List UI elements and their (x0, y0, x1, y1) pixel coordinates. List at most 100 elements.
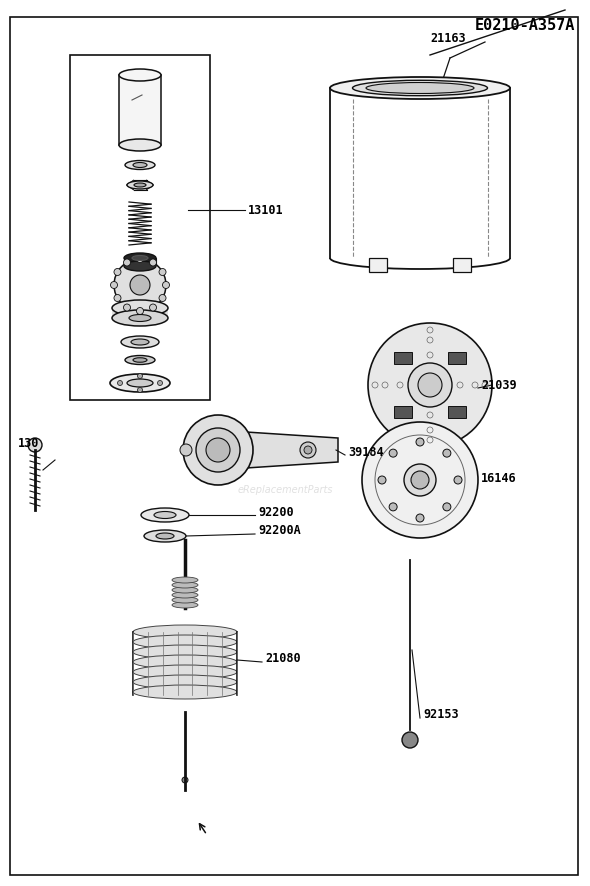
Circle shape (149, 259, 156, 266)
Circle shape (182, 777, 188, 783)
Bar (369, 258, 387, 272)
Circle shape (114, 268, 121, 276)
Circle shape (196, 428, 240, 472)
Text: 21163: 21163 (430, 32, 466, 44)
Circle shape (443, 503, 451, 511)
Ellipse shape (112, 310, 168, 326)
Ellipse shape (172, 602, 198, 608)
Bar (448, 352, 466, 364)
Circle shape (158, 380, 162, 385)
Ellipse shape (133, 655, 237, 669)
Circle shape (159, 268, 166, 276)
Circle shape (416, 514, 424, 522)
Circle shape (110, 282, 117, 289)
Circle shape (404, 464, 436, 496)
Circle shape (416, 438, 424, 446)
Ellipse shape (125, 160, 155, 169)
Ellipse shape (172, 577, 198, 583)
Circle shape (368, 323, 492, 447)
Circle shape (137, 374, 143, 378)
Bar (119, 75, 161, 145)
Ellipse shape (352, 81, 487, 96)
Ellipse shape (133, 625, 237, 639)
Ellipse shape (131, 339, 149, 345)
Circle shape (159, 294, 166, 301)
Ellipse shape (133, 645, 237, 659)
Ellipse shape (133, 675, 237, 689)
Ellipse shape (172, 587, 198, 593)
Ellipse shape (144, 530, 186, 542)
Bar (448, 406, 466, 418)
Ellipse shape (133, 685, 237, 699)
Circle shape (389, 503, 397, 511)
Ellipse shape (124, 253, 156, 263)
Circle shape (28, 438, 42, 452)
Text: 39184: 39184 (348, 446, 384, 458)
Ellipse shape (154, 511, 176, 518)
Ellipse shape (133, 358, 147, 362)
Ellipse shape (172, 592, 198, 598)
Circle shape (443, 449, 451, 457)
Circle shape (149, 304, 156, 311)
Ellipse shape (330, 77, 510, 99)
Text: 21039: 21039 (481, 378, 517, 392)
Circle shape (114, 259, 166, 311)
Circle shape (402, 732, 418, 748)
Bar (112, 306, 168, 318)
Circle shape (418, 373, 442, 397)
Bar (453, 258, 471, 272)
Circle shape (362, 422, 478, 538)
Ellipse shape (132, 255, 148, 260)
Ellipse shape (124, 261, 156, 271)
Ellipse shape (133, 665, 237, 679)
Circle shape (183, 415, 253, 485)
Text: 92200: 92200 (258, 506, 294, 518)
Circle shape (123, 304, 130, 311)
Circle shape (123, 259, 130, 266)
Ellipse shape (119, 139, 161, 151)
Circle shape (114, 294, 121, 301)
Ellipse shape (133, 162, 147, 167)
Circle shape (411, 471, 429, 489)
Text: 16146: 16146 (481, 471, 517, 485)
Circle shape (454, 476, 462, 484)
Bar (124, 258, 156, 266)
Ellipse shape (112, 300, 168, 316)
Ellipse shape (119, 69, 161, 81)
Circle shape (137, 387, 143, 392)
Ellipse shape (121, 336, 159, 348)
Circle shape (300, 442, 316, 458)
Ellipse shape (127, 181, 153, 189)
Circle shape (117, 380, 123, 385)
Circle shape (304, 446, 312, 454)
Text: E0210-A357A: E0210-A357A (474, 18, 575, 33)
Text: 21080: 21080 (265, 652, 301, 665)
Circle shape (408, 363, 452, 407)
Ellipse shape (134, 183, 146, 187)
Ellipse shape (129, 315, 151, 322)
Polygon shape (246, 432, 338, 468)
Circle shape (162, 282, 169, 289)
Ellipse shape (133, 635, 237, 649)
Ellipse shape (125, 355, 155, 364)
Circle shape (180, 444, 192, 456)
Ellipse shape (141, 508, 189, 522)
Circle shape (206, 438, 230, 462)
Text: eReplacementParts: eReplacementParts (237, 485, 333, 495)
Circle shape (136, 255, 143, 262)
Circle shape (136, 307, 143, 315)
Bar (394, 406, 412, 418)
Ellipse shape (366, 82, 474, 94)
Circle shape (389, 449, 397, 457)
Text: 92153: 92153 (423, 709, 458, 721)
Ellipse shape (172, 597, 198, 603)
Bar (394, 352, 412, 364)
Ellipse shape (127, 379, 153, 387)
Ellipse shape (110, 374, 170, 392)
Text: 13101: 13101 (248, 204, 284, 216)
Text: 130: 130 (18, 437, 40, 449)
Bar (70, 55, 210, 400)
Circle shape (130, 275, 150, 295)
Ellipse shape (172, 582, 198, 588)
Text: 92200A: 92200A (258, 525, 301, 538)
